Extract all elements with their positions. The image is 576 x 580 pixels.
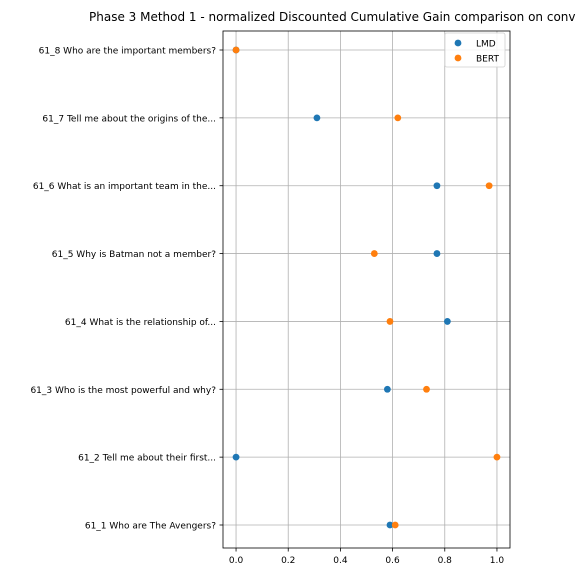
x-tick-label: 0.2 [281, 556, 295, 566]
x-tick-label: 0.6 [385, 556, 400, 566]
y-tick-label: 61_1 Who are The Avengers? [85, 522, 216, 532]
legend-marker [454, 54, 462, 62]
y-tick-label: 61_8 Who are the important members? [39, 47, 217, 57]
data-points [232, 46, 501, 529]
data-point-bert [394, 114, 402, 122]
y-tick-label: 61_6 What is an important team in the... [33, 182, 216, 192]
y-tick-label: 61_4 What is the relationship of... [65, 318, 216, 328]
legend: LMD BERT [444, 32, 506, 68]
data-point-lmd [433, 250, 441, 257]
data-point-lmd [443, 318, 451, 325]
data-point-lmd [313, 114, 321, 122]
data-point-lmd [232, 453, 240, 461]
data-point-bert [386, 318, 394, 325]
chart-title: Phase 3 Method 1 - normalized Discounted… [89, 10, 576, 24]
grid-lines [223, 31, 510, 548]
data-point-lmd [383, 385, 391, 393]
data-point-bert [391, 521, 399, 529]
y-tick-label: 61_7 Tell me about the origins of the... [42, 114, 216, 124]
x-tick-label: 0.8 [438, 556, 453, 566]
data-point-bert [232, 46, 240, 54]
axes: 0.0 0.2 0.4 0.6 0.8 1.0 61_1 Who are The Aveng… [30, 30, 511, 566]
data-point-lmd [433, 182, 441, 190]
data-point-bert [423, 385, 430, 393]
y-tick-label: 61_3 Who is the most powerful and why? [30, 386, 216, 396]
data-point-bert [370, 250, 378, 257]
data-point-bert [485, 182, 493, 190]
data-point-bert [493, 453, 501, 461]
x-tick-label: 0.4 [333, 556, 348, 566]
x-tick-label: 0.0 [229, 556, 244, 566]
plot-frame [222, 30, 511, 549]
legend-label: LMD [476, 40, 496, 50]
x-tick-label: 1.0 [490, 556, 505, 566]
data-point-lmd [386, 521, 394, 529]
legend-marker [454, 39, 462, 47]
legend-label: BERT [476, 55, 499, 65]
y-tick-label: 61_2 Tell me about their first... [78, 454, 216, 464]
y-tick-label: 61_5 Why is Batman not a member? [52, 250, 216, 260]
